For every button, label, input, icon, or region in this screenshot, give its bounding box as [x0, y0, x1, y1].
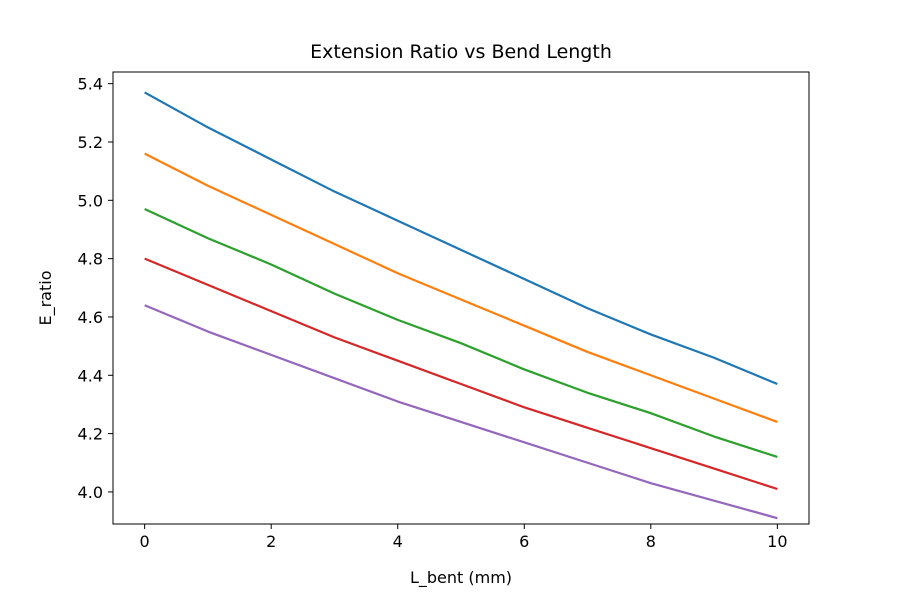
- y-axis: 4.0 4.2 4.4 4.6 4.8 5.0 5.2 5.4: [78, 75, 113, 502]
- y-tick-label: 5.4: [78, 75, 103, 94]
- y-tick-label: 4.6: [78, 308, 103, 327]
- x-axis: 0 2 4 6 8 10: [140, 524, 788, 551]
- series-line-3: [144, 208, 778, 458]
- y-tick-label: 5.0: [78, 191, 103, 210]
- y-tick-label: 5.2: [78, 133, 103, 152]
- x-tick-label: 10: [767, 532, 787, 551]
- x-tick-label: 4: [393, 532, 403, 551]
- x-tick-label: 2: [266, 532, 276, 551]
- series-line-1: [144, 91, 778, 386]
- series-layer: [144, 91, 778, 520]
- x-tick-label: 8: [646, 532, 656, 551]
- plot-area: [113, 72, 809, 524]
- y-tick-label: 4.2: [78, 425, 103, 444]
- y-tick-label: 4.4: [78, 366, 103, 385]
- series-line-4: [144, 257, 778, 491]
- series-line-5: [144, 304, 778, 520]
- x-tick-label: 0: [140, 532, 150, 551]
- x-tick-label: 6: [519, 532, 529, 551]
- y-tick-label: 4.0: [78, 483, 103, 502]
- series-line-2: [144, 152, 778, 423]
- plot-frame: [112, 71, 810, 525]
- chart-title: Extension Ratio vs Bend Length: [310, 41, 612, 63]
- x-axis-label: L_bent (mm): [410, 568, 512, 588]
- y-tick-label: 4.8: [78, 250, 103, 269]
- y-axis-label: E_ratio: [36, 271, 56, 326]
